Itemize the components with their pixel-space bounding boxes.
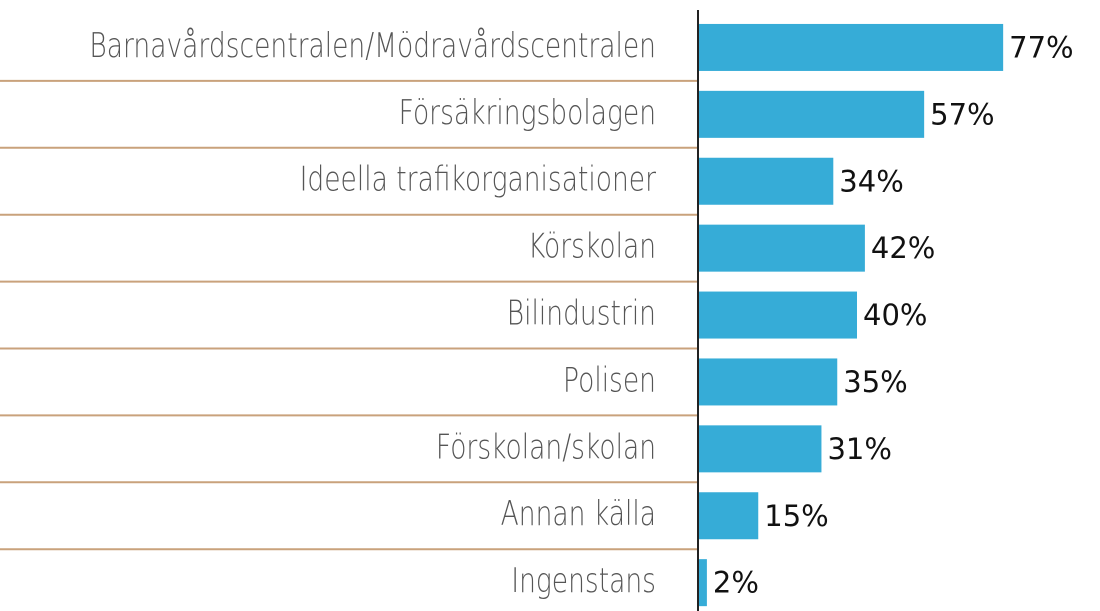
rows: Barnavårdscentralen/Mödravårdscentralen 7… <box>0 23 1074 607</box>
bar <box>699 157 834 205</box>
bar <box>699 358 838 406</box>
category-label-group: Körskolan <box>528 228 656 267</box>
bar <box>699 90 925 138</box>
bar <box>699 492 759 540</box>
bar <box>699 559 707 607</box>
value-label: 40% <box>863 298 927 332</box>
bar <box>699 425 822 473</box>
category-label-group: Barnavårdscentralen/Mödravårdscentralen <box>89 26 656 66</box>
category-label: Körskolan <box>528 228 656 267</box>
value-label: 31% <box>827 432 891 466</box>
value-label: 2% <box>713 566 759 600</box>
category-label-group: Bilindustrin <box>507 294 656 333</box>
category-label-group: Försäkringsbolagen <box>399 94 656 133</box>
category-label: Ingenstans <box>511 562 656 601</box>
bar <box>699 224 865 272</box>
value-label: 34% <box>839 164 903 198</box>
category-label-group: Annan källa <box>501 495 656 534</box>
value-label: 15% <box>764 499 828 533</box>
value-label: 57% <box>930 97 994 131</box>
bar <box>699 291 857 339</box>
category-label-group: Ideella trafikorganisationer <box>300 161 657 200</box>
category-label: Förskolan/skolan <box>436 428 656 467</box>
value-label: 35% <box>843 365 907 399</box>
category-label: Annan källa <box>501 495 656 534</box>
bar <box>699 23 1004 71</box>
value-label: 42% <box>871 231 935 265</box>
value-label: 77% <box>1009 30 1073 64</box>
category-label: Polisen <box>563 361 656 400</box>
category-label-group: Ingenstans <box>511 562 656 601</box>
category-label: Bilindustrin <box>507 294 656 333</box>
category-label-group: Polisen <box>563 361 656 400</box>
category-label-group: Förskolan/skolan <box>436 428 656 467</box>
category-label: Försäkringsbolagen <box>399 94 656 133</box>
category-label: Barnavårdscentralen/Mödravårdscentralen <box>89 26 656 66</box>
category-label: Ideella trafikorganisationer <box>300 161 657 200</box>
